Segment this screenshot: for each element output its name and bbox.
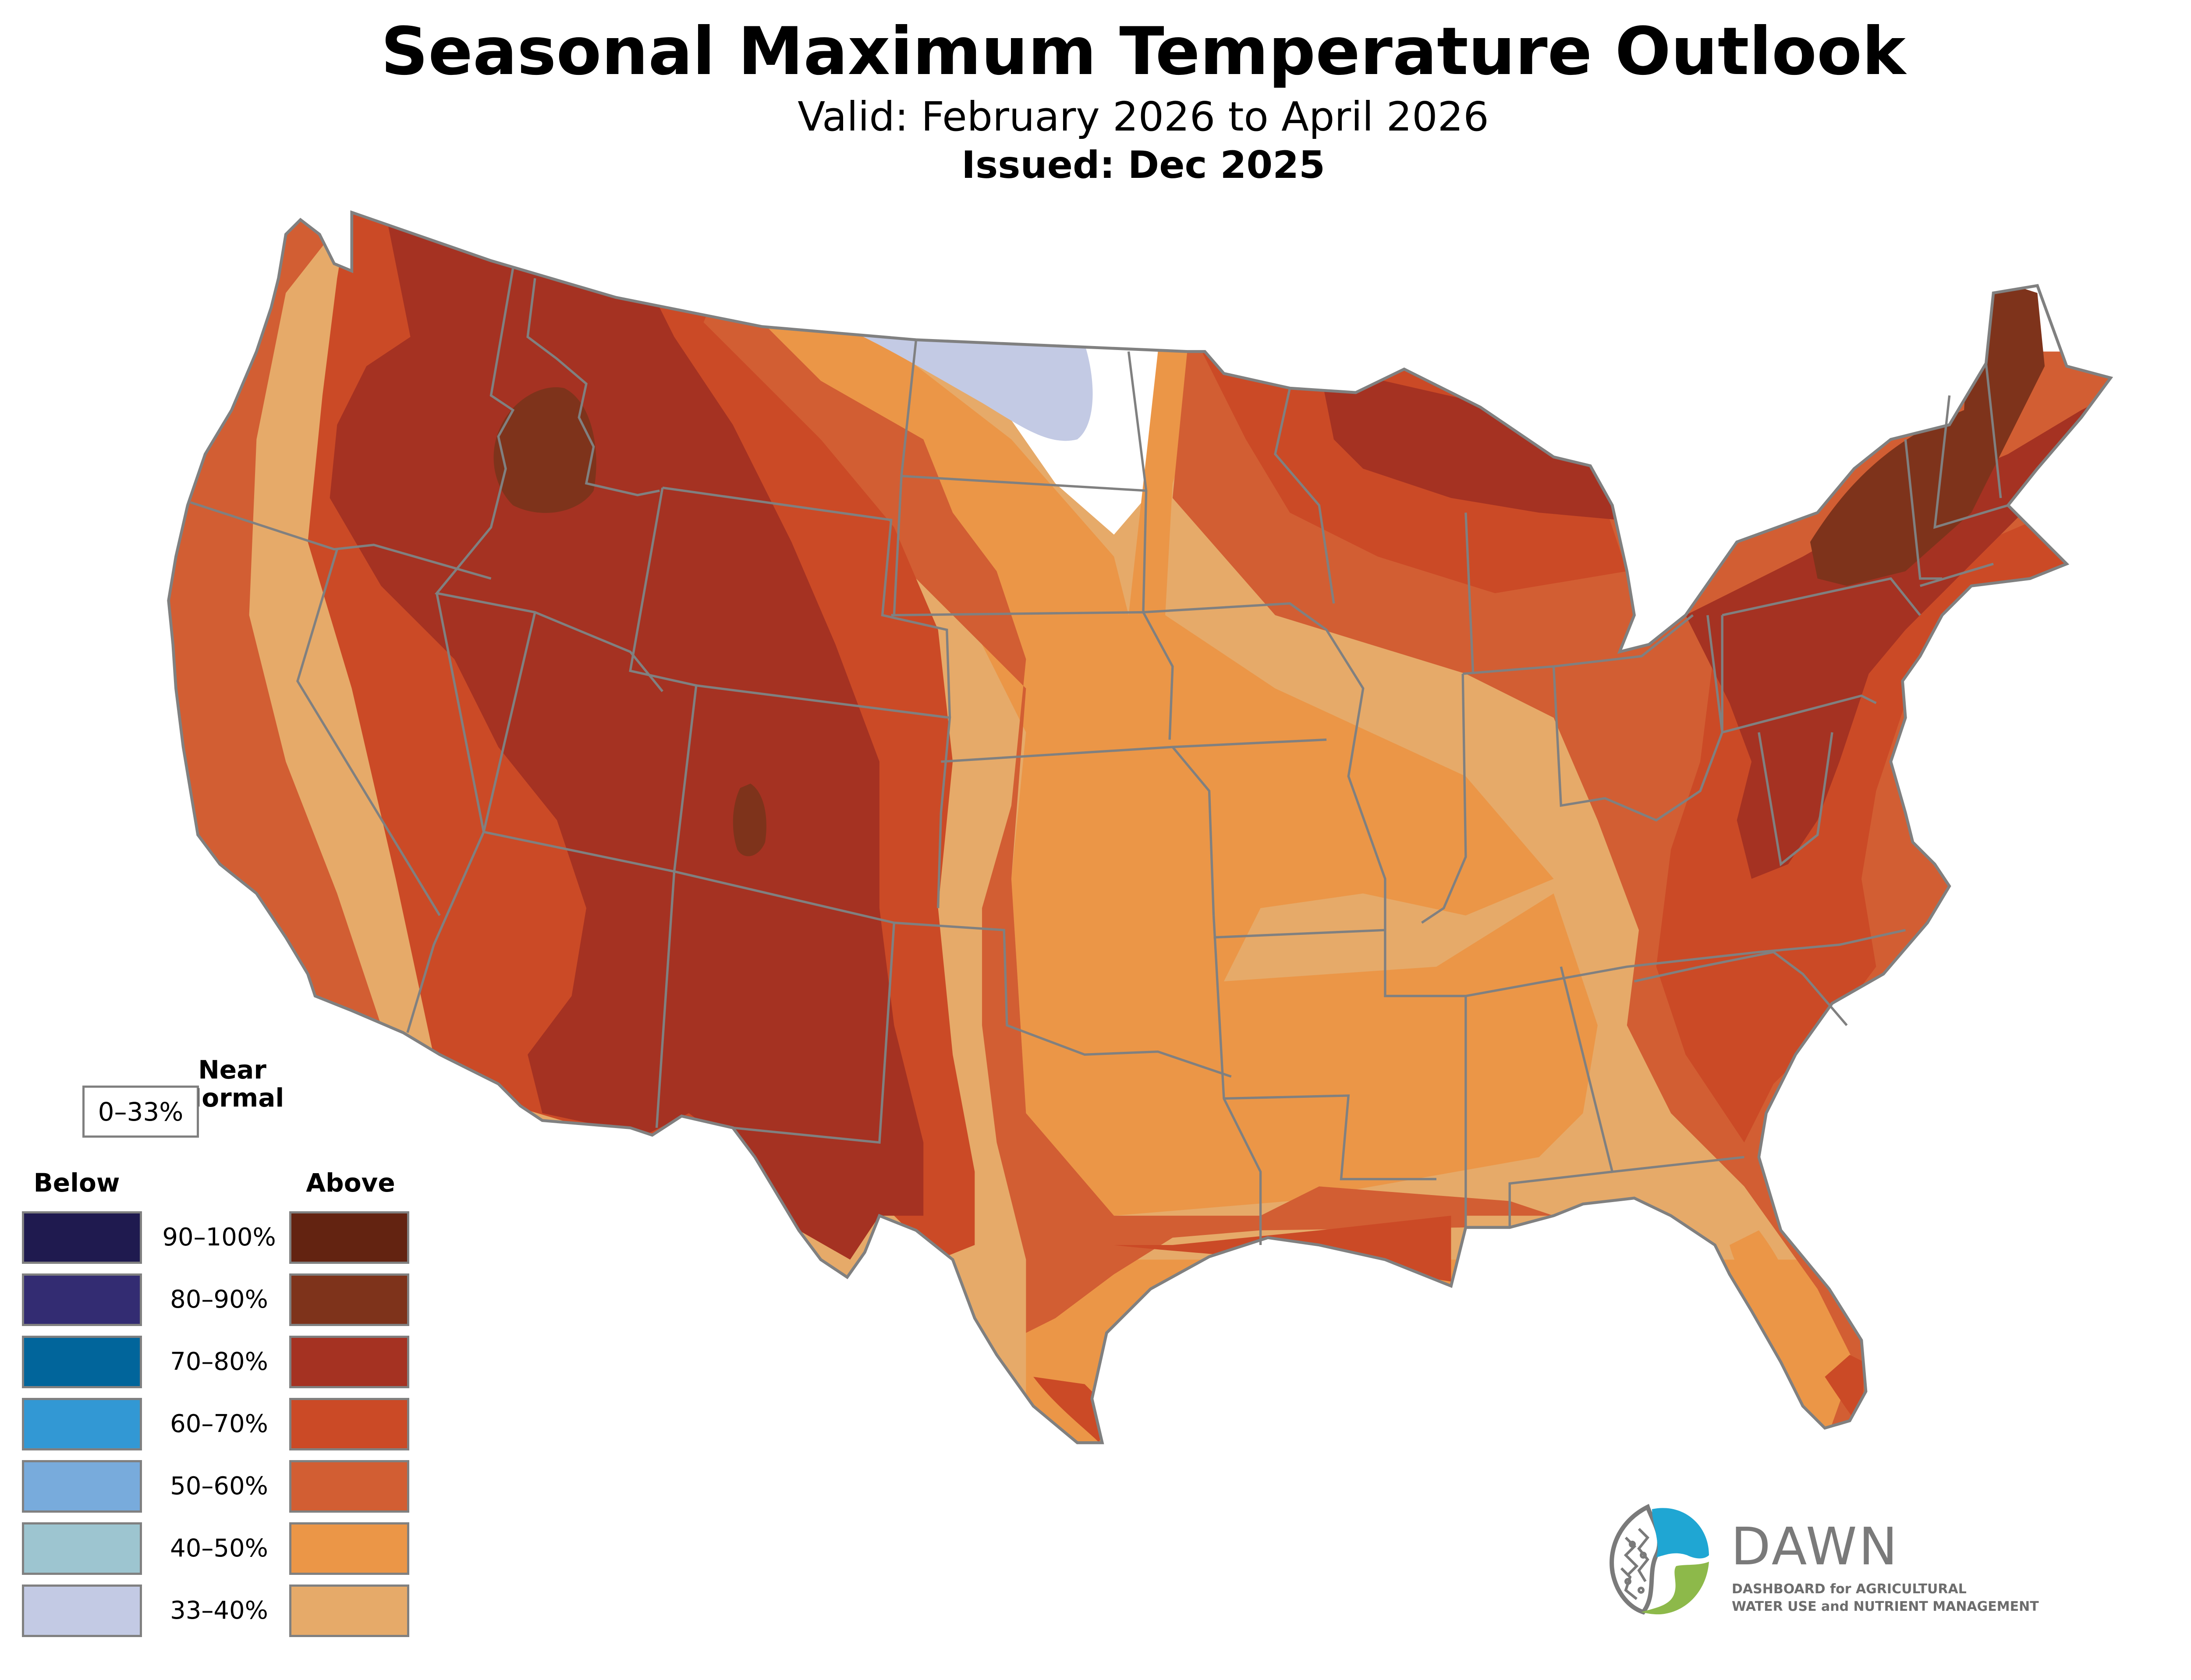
legend-below-swatch (22, 1336, 142, 1388)
state-borders (190, 268, 2009, 1245)
state-border (1985, 363, 2002, 499)
state-border (1706, 615, 1877, 734)
state-border (696, 684, 951, 909)
state-border (482, 612, 675, 873)
state-border (296, 549, 441, 916)
legend-range-label: 80–90% (170, 1285, 268, 1314)
state-border (1213, 929, 1906, 997)
above-40-50-region (168, 212, 2111, 1443)
state-border (1143, 602, 1386, 930)
state-border (1462, 615, 1723, 822)
dawn-logo: DAWN DASHBOARD for AGRICULTURAL WATER US… (1586, 1494, 2060, 1634)
state-border (1920, 562, 1994, 587)
state-border (891, 611, 1174, 740)
legend-below-swatch (22, 1522, 142, 1575)
issued-date: Issued: Dec 2025 (961, 143, 1325, 187)
state-border (901, 474, 1146, 492)
dawn-logo-tagline-2: WATER USE and NUTRIENT MANAGEMENT (1732, 1599, 2039, 1614)
legend-range-label: 70–80% (170, 1348, 268, 1376)
valid-period: Valid: February 2026 to April 2026 (798, 93, 1489, 140)
legend-below-swatch (22, 1585, 142, 1637)
state-border (1634, 951, 1848, 1026)
legend-range-label: 60–70% (170, 1410, 268, 1438)
map-title: Seasonal Maximum Temperature Outlook (381, 14, 1906, 90)
above-70-80-region (330, 212, 2111, 1260)
state-border (629, 487, 698, 872)
state-border (190, 501, 492, 580)
state-border (526, 278, 660, 496)
dawn-logo-mark-icon (1610, 1503, 1709, 1615)
dawn-logo-tagline-1: DASHBOARD for AGRICULTURAL (1732, 1581, 1967, 1597)
state-border (894, 921, 1232, 1078)
state-border (1172, 738, 1327, 748)
state-border (1274, 388, 1335, 604)
legend-above-swatch (289, 1585, 409, 1637)
legend-below-swatch (22, 1273, 142, 1326)
legend-below-heading: Below (33, 1168, 120, 1198)
state-border (1127, 351, 1148, 612)
state-border (1758, 732, 1833, 867)
state-border (655, 871, 676, 1128)
legend-near-normal-range: 0–33% (98, 1096, 184, 1127)
legend-below-swatch (22, 1211, 142, 1264)
state-border (1508, 1171, 1613, 1227)
state-border (941, 746, 1215, 916)
state-border (406, 593, 485, 1033)
state-border (1464, 513, 1475, 674)
legend-below-swatch (22, 1460, 142, 1513)
legend-range-label: 33–40% (170, 1596, 268, 1625)
legend-below-swatch (22, 1398, 142, 1450)
legend-above-swatch (289, 1273, 409, 1326)
legend-near-label: Near (198, 1055, 266, 1085)
state-border (1223, 1094, 1436, 1181)
state-border (1904, 439, 1942, 580)
below-33-40-region (850, 319, 1093, 441)
state-border (1212, 915, 1262, 1245)
state-border (1933, 395, 2009, 529)
state-border (662, 486, 951, 718)
state-border (1553, 614, 1694, 668)
state-border (1421, 673, 1467, 924)
state-border (1722, 577, 1921, 616)
legend-above-swatch (289, 1522, 409, 1575)
legend-above-swatch (289, 1398, 409, 1450)
legend-above-swatch (289, 1211, 409, 1264)
state-border (674, 870, 896, 1144)
dawn-logo-name: DAWN (1731, 1516, 1900, 1577)
legend-range-label: 90–100% (162, 1223, 276, 1252)
legend-range-label: 50–60% (170, 1472, 268, 1500)
legend-near-normal-box: 0–33% (82, 1086, 199, 1138)
legend-range-label: 40–50% (170, 1534, 268, 1563)
legend-above-swatch (289, 1460, 409, 1513)
legend-above-heading: Above (306, 1168, 395, 1198)
state-border (434, 268, 663, 692)
legend-above-swatch (289, 1336, 409, 1388)
